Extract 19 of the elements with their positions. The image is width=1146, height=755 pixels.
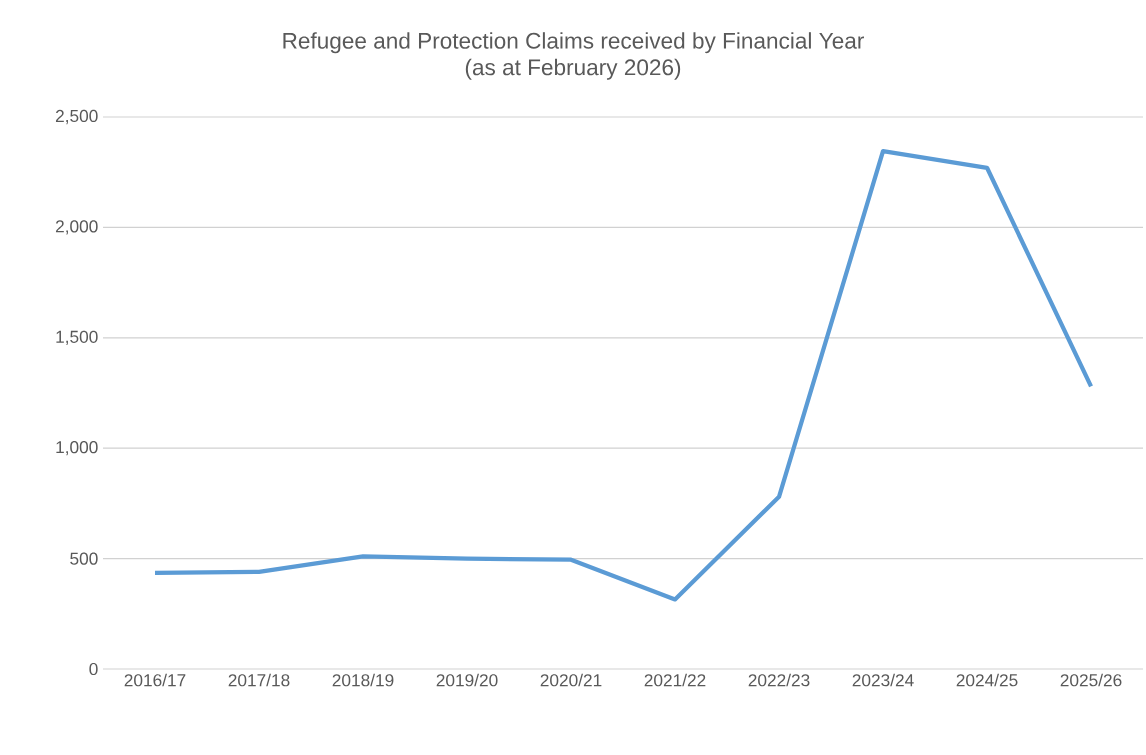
y-tick-label: 1,500	[56, 330, 98, 345]
x-tick-label: 2022/23	[748, 673, 810, 687]
chart-title: Refugee and Protection Claims received by Financial Year	[283, 32, 864, 54]
y-tick-label: 2,500	[55, 109, 98, 125]
line-series	[152, 149, 1094, 602]
x-tick-label: 2017/18	[228, 673, 290, 687]
x-tick-label: 2021/22	[644, 673, 706, 687]
y-tick-label: 500	[70, 552, 98, 565]
x-tick-label: 2016/17	[124, 673, 186, 687]
y-tick-label: 1,000	[56, 441, 98, 456]
y-tick-label: 2,000	[55, 220, 98, 235]
x-tick-label: 2023/24	[852, 673, 914, 687]
chart-subtitle: (as at February 2026)	[465, 58, 681, 80]
x-tick-label: 2019/20	[436, 673, 498, 687]
y-tick-label: 0	[89, 662, 98, 676]
x-tick-label: 2025/26	[1060, 673, 1122, 687]
x-tick-label: 2018/19	[332, 673, 394, 687]
x-tick-label: 2024/25	[956, 673, 1018, 687]
x-tick-label: 2020/21	[540, 673, 602, 687]
